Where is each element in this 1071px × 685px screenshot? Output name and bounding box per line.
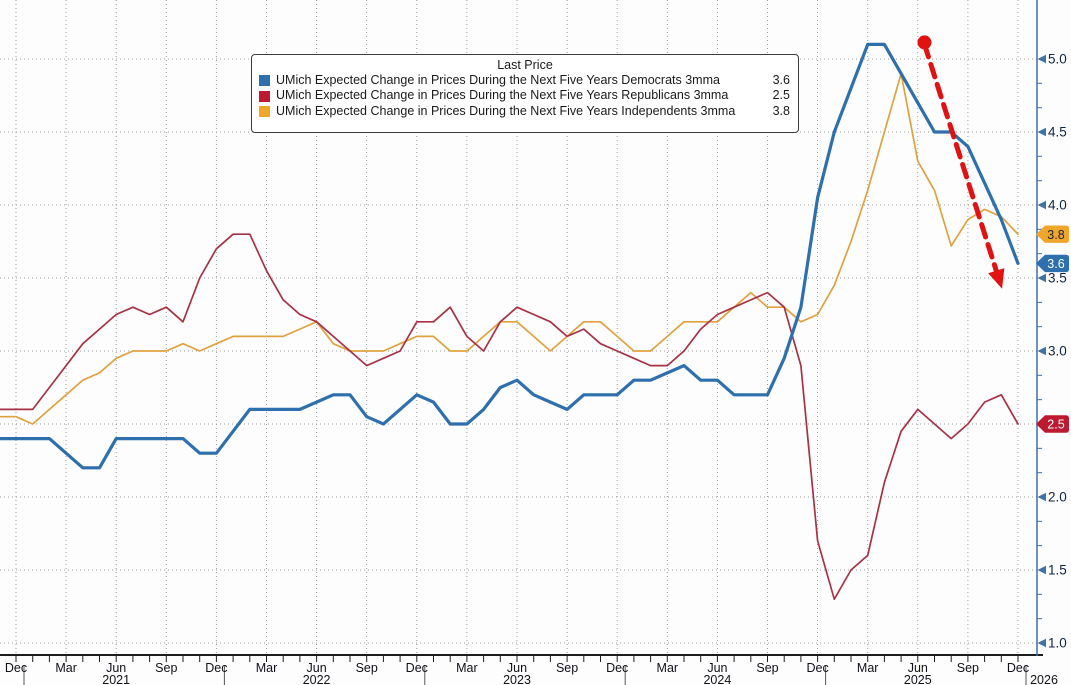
legend-row-independents: UMich Expected Change in Prices During t…: [252, 104, 798, 119]
last-price-tag-republicans: 2.5: [1036, 415, 1069, 433]
last-price-tag-shape: [1036, 225, 1069, 243]
last-price-tag-shape: [1036, 254, 1069, 273]
y-axis-tick-arrow: [1037, 54, 1046, 64]
democrats-swatch-icon: [259, 75, 270, 87]
x-axis-year-label: 2022: [303, 673, 331, 685]
y-axis-tick-label: 2.0: [1048, 490, 1067, 505]
x-axis-tick-label: Mar: [55, 661, 77, 675]
series-line-independents: [0, 72, 1019, 425]
last-price-tag-value: 3.6: [1047, 257, 1064, 271]
legend-row-democrats: UMich Expected Change in Prices During t…: [252, 73, 798, 88]
legend-label: UMich Expected Change in Prices During t…: [276, 73, 720, 87]
annotation-arrow-shaft: [921, 41, 999, 274]
x-axis-tick-label: Sep: [556, 661, 578, 675]
annotation-arrowhead-icon: [988, 268, 1005, 289]
x-axis-tick-label: Jun: [307, 661, 327, 675]
legend-label: UMich Expected Change in Prices During t…: [276, 103, 736, 118]
x-axis-year-label: 2026: [1030, 673, 1058, 685]
x-axis-tick-label: Mar: [456, 661, 478, 675]
last-price-tag-independents: 3.8: [1036, 225, 1069, 243]
y-axis-tick-label: 5.0: [1048, 52, 1067, 67]
x-axis-tick-label: Jun: [908, 661, 928, 675]
y-axis-tick-label: 4.0: [1048, 198, 1067, 213]
y-axis-tick-arrow: [1037, 638, 1046, 648]
y-axis-tick-label: 1.0: [1048, 636, 1067, 651]
independents-swatch-icon: [259, 106, 270, 118]
x-axis-year-label: 2021: [102, 673, 130, 685]
x-axis-tick-label: Dec: [205, 661, 227, 675]
y-axis-tick-arrow: [1037, 565, 1046, 575]
x-axis-tick-label: Dec: [606, 661, 628, 675]
x-axis-tick-label: Dec: [1007, 661, 1029, 675]
last-price-tag-value: 3.8: [1047, 228, 1064, 242]
y-axis-tick-label: 1.5: [1048, 563, 1067, 578]
x-axis-tick-label: Mar: [657, 661, 679, 675]
republicans-swatch-icon: [259, 90, 270, 102]
y-axis-tick-label: 3.5: [1048, 271, 1067, 286]
x-axis-tick-label: Sep: [155, 661, 177, 675]
x-axis-tick-label: Mar: [857, 661, 879, 675]
series-line-democrats: [0, 42, 1020, 470]
last-price-tag-value: 2.5: [1047, 418, 1064, 432]
x-axis-year-label: 2024: [703, 673, 731, 685]
x-axis-tick-label: Jun: [507, 661, 527, 675]
x-axis-tick-label: Mar: [256, 661, 278, 675]
y-axis-tick-arrow: [1037, 346, 1046, 356]
x-axis-tick-label: Dec: [5, 661, 27, 675]
legend-value: 3.8: [772, 103, 790, 118]
chart-legend: Last Price UMich Expected Change in Pric…: [251, 54, 799, 133]
x-axis-year-label: 2023: [503, 673, 531, 685]
x-axis-year-label: 2025: [904, 673, 932, 685]
x-axis-tick-label: Dec: [806, 661, 828, 675]
y-axis-tick-arrow: [1037, 273, 1046, 283]
x-axis-tick-label: Jun: [707, 661, 727, 675]
x-axis-tick-label: Sep: [356, 661, 378, 675]
x-axis-tick-label: Sep: [957, 661, 979, 675]
legend-row-republicans: UMich Expected Change in Prices During t…: [252, 88, 798, 103]
last-price-tag-democrats: 3.6: [1036, 254, 1069, 273]
series-line-republicans: [0, 233, 1019, 601]
y-axis-tick-arrow: [1037, 492, 1046, 502]
last-price-tag-shape: [1036, 415, 1069, 433]
y-axis-tick-arrow: [1037, 200, 1046, 210]
legend-value: 2.5: [772, 88, 790, 103]
annotation-arrow-dot: [917, 35, 932, 50]
y-axis-tick-label: 3.0: [1048, 344, 1067, 359]
y-axis-tick-arrow: [1037, 127, 1046, 137]
legend-value: 3.6: [772, 73, 790, 87]
x-axis-tick-label: Sep: [756, 661, 778, 675]
y-axis-tick-label: 4.5: [1048, 125, 1067, 140]
x-axis-tick-label: Dec: [406, 661, 428, 675]
x-axis-tick-label: Jun: [106, 661, 126, 675]
legend-title: Last Price: [497, 58, 553, 72]
legend-label: UMich Expected Change in Prices During t…: [276, 88, 729, 103]
